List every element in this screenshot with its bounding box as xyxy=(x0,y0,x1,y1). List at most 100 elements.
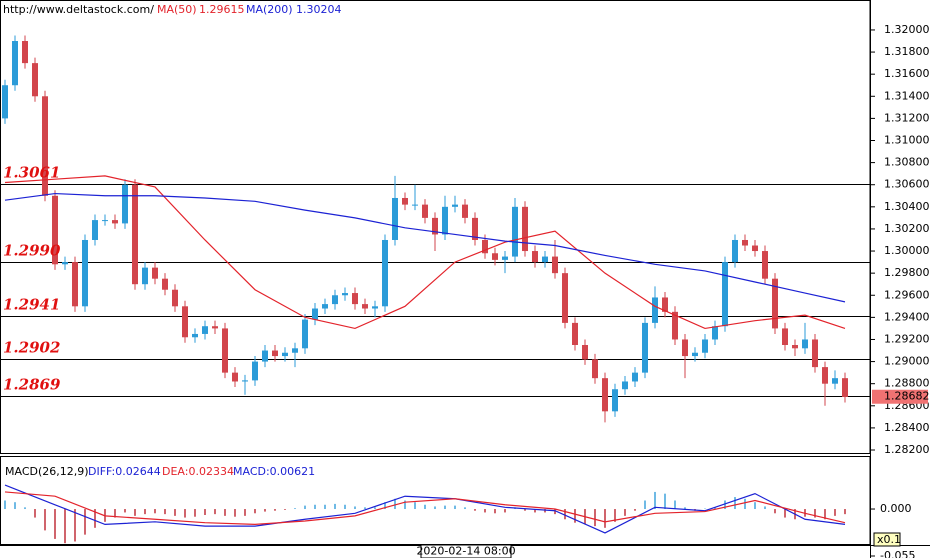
candle-body xyxy=(12,41,18,86)
y-tick-label: 1.30400 xyxy=(884,200,930,213)
candle-body xyxy=(392,197,398,240)
candle-body xyxy=(242,380,248,382)
candle-body xyxy=(622,381,628,390)
candle-body xyxy=(482,239,488,254)
dea-legend: DEA:0.02334 xyxy=(162,465,234,478)
candle-body xyxy=(132,184,138,285)
candle-body xyxy=(362,304,368,309)
cursor-time: 2020-02-14 08:00 xyxy=(416,545,515,558)
ma50-value: 1.29615 xyxy=(199,3,245,16)
candle-body xyxy=(692,352,698,357)
candle-body xyxy=(202,326,208,334)
candle-body xyxy=(702,339,708,353)
y-tick-label: 1.30800 xyxy=(884,156,930,169)
scale-note: x0.1 xyxy=(877,533,901,546)
last-price-label: 1.28682 xyxy=(884,390,930,403)
y-tick-label: 1.29000 xyxy=(884,355,930,368)
candle-body xyxy=(672,311,678,340)
candle-body xyxy=(2,85,8,119)
candle-body xyxy=(32,63,38,97)
candle-body xyxy=(382,239,388,307)
y-tick-label: 0.000 xyxy=(880,502,912,515)
y-tick-label: 1.30200 xyxy=(884,222,930,235)
candle-body xyxy=(542,256,548,263)
candle-body xyxy=(802,339,808,349)
candle-body xyxy=(422,204,428,218)
candle-body xyxy=(42,96,48,196)
level-label: 1.2941 xyxy=(3,296,60,314)
candle-body xyxy=(812,339,818,368)
candle-body xyxy=(92,220,98,240)
candle-body xyxy=(142,267,148,285)
candle-body xyxy=(212,326,218,329)
candle-body xyxy=(402,197,408,205)
candle-body xyxy=(222,328,228,373)
candle-body xyxy=(322,304,328,309)
candle-body xyxy=(302,319,308,349)
y-tick-label: 1.29400 xyxy=(884,310,930,323)
price-axis: 1.32000 1.31800 1.31600 1.31400 1.31200 1.310… xyxy=(870,23,930,558)
candle-body xyxy=(432,217,438,235)
price-plot xyxy=(0,35,870,423)
candle-body xyxy=(792,345,798,349)
level-label: 1.3061 xyxy=(3,164,60,182)
candle-body xyxy=(722,262,728,327)
candle-body xyxy=(342,293,348,296)
candle-body xyxy=(72,262,78,307)
candle-body xyxy=(592,359,598,379)
candle-body xyxy=(102,220,108,222)
candle-body xyxy=(682,339,688,357)
y-tick-label: 1.31200 xyxy=(884,111,930,124)
candle-body xyxy=(262,350,268,362)
candle-body xyxy=(282,352,288,357)
diff-legend: DIFF:0.02644 xyxy=(88,465,161,478)
candle-body xyxy=(532,251,538,263)
macd-title: MACD(26,12,9) xyxy=(5,465,89,478)
candle-body xyxy=(442,206,448,235)
y-tick-label: -0.055 xyxy=(880,549,915,558)
candle-body xyxy=(452,204,458,207)
last-price-box xyxy=(872,389,928,404)
candle-body xyxy=(52,195,58,265)
moving-average-line xyxy=(4,175,846,330)
candle-body xyxy=(182,306,188,338)
candle-body xyxy=(522,206,528,252)
macd-plot xyxy=(4,484,846,544)
candle-body xyxy=(22,41,28,64)
candle-body xyxy=(332,295,338,305)
candle-body xyxy=(252,361,258,381)
y-tick-label: 1.28400 xyxy=(884,421,930,434)
macd-line xyxy=(4,491,846,525)
cursor-time-box xyxy=(420,544,512,558)
candle-body xyxy=(462,204,468,218)
scale-note-box xyxy=(873,532,901,547)
candle-body xyxy=(352,293,358,305)
y-tick-label: 1.31800 xyxy=(884,45,930,58)
y-tick-label: 1.28200 xyxy=(884,443,930,456)
candle-body xyxy=(152,267,158,279)
candle-body xyxy=(712,326,718,340)
y-tick-label: 1.29200 xyxy=(884,332,930,345)
candle-body xyxy=(842,378,848,397)
level-label: 1.2902 xyxy=(3,339,60,357)
candle-body xyxy=(272,350,278,357)
candle-body xyxy=(772,278,778,329)
y-tick-label: 1.30600 xyxy=(884,178,930,191)
candle-body xyxy=(582,345,588,360)
ma200-name: MA(200) xyxy=(246,3,293,16)
candle-body xyxy=(732,239,738,263)
candle-body xyxy=(832,378,838,384)
ma200-value: 1.30204 xyxy=(296,3,342,16)
candle-body xyxy=(502,256,508,260)
macd-legend: MACD:0.00621 xyxy=(233,465,315,478)
candle-body xyxy=(742,239,748,246)
candle-body xyxy=(512,206,518,257)
candle-body xyxy=(632,372,638,382)
candle-body xyxy=(492,253,498,260)
candle-body xyxy=(162,278,168,290)
candle-body xyxy=(412,204,418,206)
candle-body xyxy=(192,333,198,338)
y-tick-label: 1.31600 xyxy=(884,67,930,80)
candle-body xyxy=(122,184,128,224)
